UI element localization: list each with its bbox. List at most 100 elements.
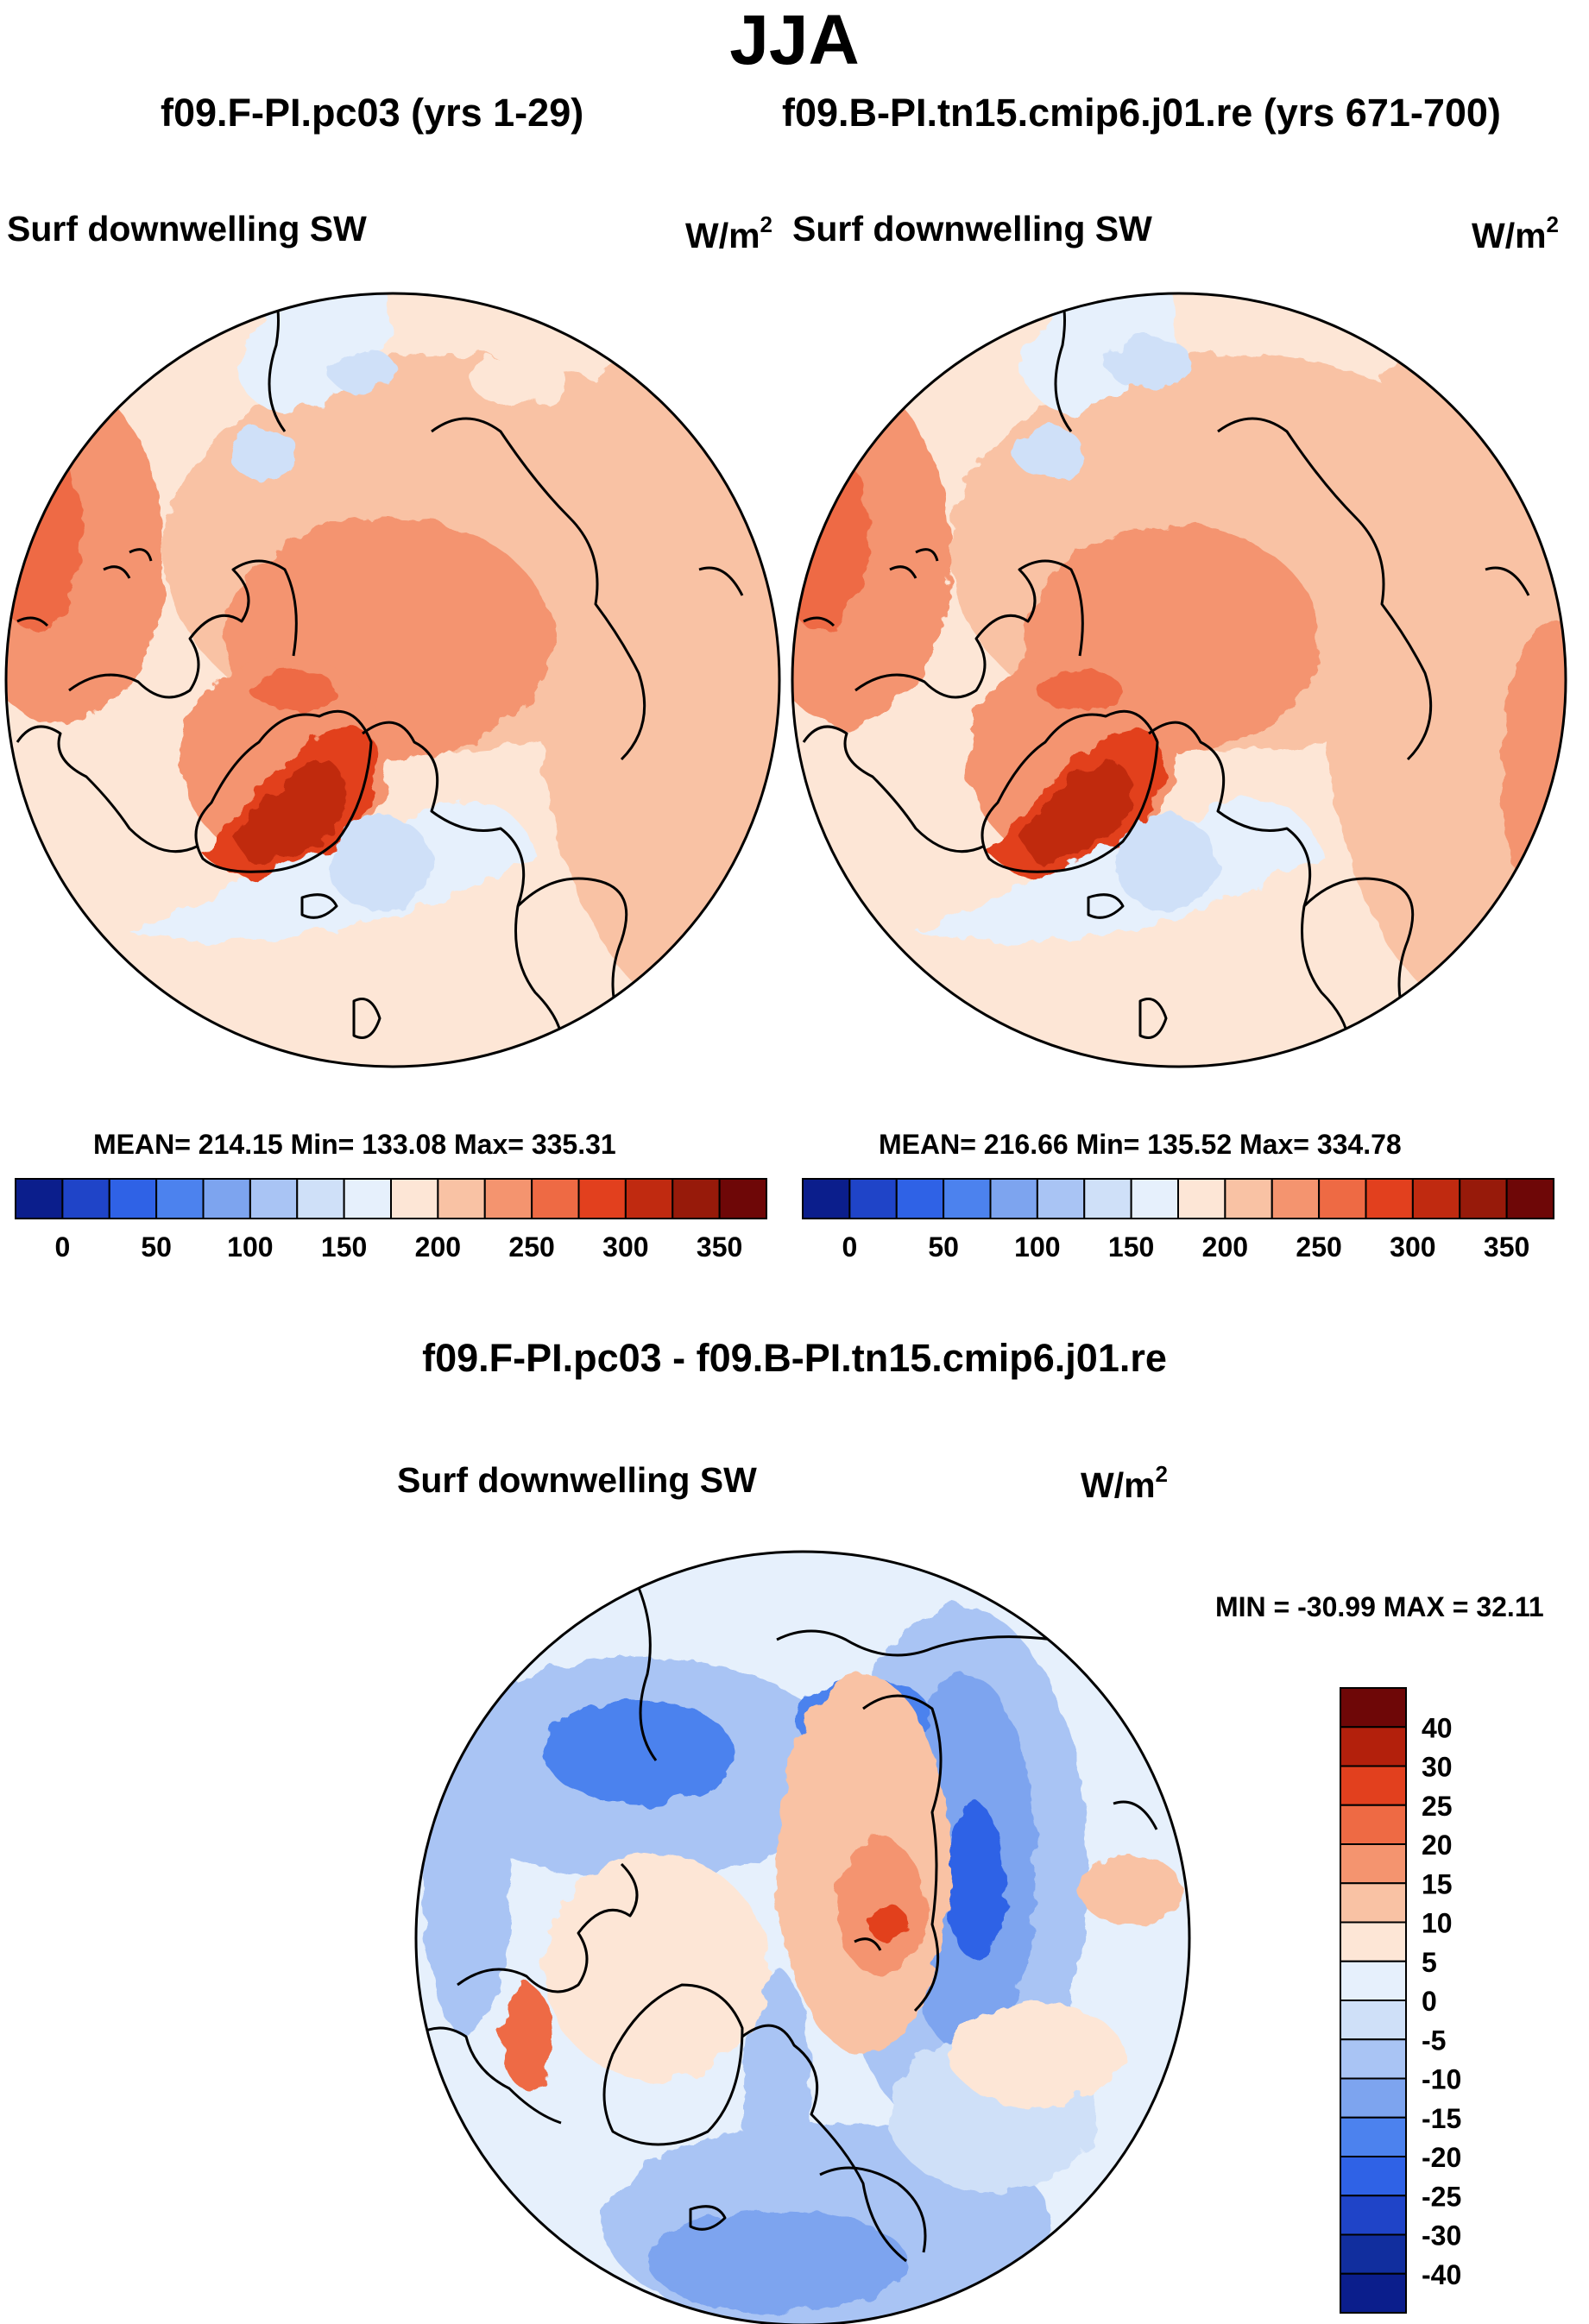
colorbar-cell — [1224, 1178, 1273, 1219]
colorbar-tick-label: 10 — [1422, 1908, 1453, 1939]
diff-variable-label: Surf downwelling SW — [397, 1460, 757, 1500]
colorbar-cell — [1340, 1687, 1407, 1729]
map-field — [949, 2002, 1122, 2106]
map-field — [1037, 671, 1123, 709]
colorbar-cell — [1340, 1843, 1407, 1885]
map-field — [1106, 337, 1192, 388]
map-field — [233, 759, 345, 863]
colorbar-tick-label: 0 — [842, 1231, 857, 1263]
colorbar-cell — [577, 1178, 627, 1219]
colorbar-tick-label: 50 — [928, 1231, 959, 1263]
difference-map-border — [414, 1550, 1191, 2324]
colorbar-cell — [989, 1178, 1038, 1219]
colorbar-cell — [1505, 1178, 1554, 1219]
colorbar-tick-label: -20 — [1422, 2142, 1461, 2173]
colorbar-cell — [343, 1178, 392, 1219]
colorbar-tick-label: 250 — [1296, 1231, 1341, 1263]
right-stats: MEAN= 216.66 Min= 135.52 Max= 334.78 — [879, 1129, 1402, 1160]
colorbar-cell — [249, 1178, 299, 1219]
map-field — [1019, 759, 1132, 863]
colorbar-tick-label: 25 — [1422, 1791, 1453, 1822]
left-variable-label: Surf downwelling SW — [7, 209, 367, 249]
map-field — [328, 816, 432, 910]
colorbar-cell — [390, 1178, 439, 1219]
colorbar-cell — [1340, 2156, 1407, 2197]
right-variable-label: Surf downwelling SW — [792, 209, 1152, 249]
colorbar-tick-label: 200 — [1202, 1231, 1248, 1263]
colorbar-cell — [1340, 1882, 1407, 1924]
right-panel-title: f09.B-PI.tn15.cmip6.j01.re (yrs 671-700) — [782, 91, 1501, 135]
difference-panel-title: f09.F-PI.pc03 - f09.B-PI.tn15.cmip6.j01.… — [422, 1336, 1167, 1380]
colorbar-cell — [1340, 2116, 1407, 2157]
colorbar-tick-label: 300 — [602, 1231, 648, 1263]
colorbar-cell — [1340, 2195, 1407, 2236]
colorbar-tick-label: 100 — [1014, 1231, 1060, 1263]
colorbar-tick-label: 30 — [1422, 1752, 1453, 1783]
map-field — [423, 1726, 509, 2037]
colorbar-cell — [1340, 1960, 1407, 2001]
map-field — [1015, 427, 1084, 479]
difference-polar-map — [414, 1550, 1191, 2324]
colorbar-cell — [1459, 1178, 1508, 1219]
colorbar-tick-label: 0 — [54, 1231, 70, 1263]
colorbar-cell — [1340, 2272, 1407, 2314]
colorbar-tick-label: 100 — [227, 1231, 273, 1263]
left-units-label: W/m2 — [685, 211, 773, 255]
colorbar-cell — [155, 1178, 205, 1219]
map-field — [868, 1907, 910, 1942]
left-panel-title: f09.F-PI.pc03 (yrs 1-29) — [161, 91, 584, 135]
colorbar-cell — [202, 1178, 251, 1219]
colorbar-cell — [1340, 1804, 1407, 1845]
colorbar-cell — [1340, 2038, 1407, 2080]
colorbar-cell — [1177, 1178, 1226, 1219]
colorbar-cell — [895, 1178, 945, 1219]
colorbar-tick-label: 350 — [1484, 1231, 1529, 1263]
map-field — [1079, 1855, 1182, 1924]
left-polar-map — [4, 292, 781, 1068]
colorbar-tick-label: 5 — [1422, 1947, 1437, 1978]
map-field — [647, 2209, 906, 2313]
colorbar-cell — [672, 1178, 721, 1219]
map-field — [837, 1838, 924, 1976]
diff-units-label: W/m2 — [1081, 1461, 1169, 1505]
colorbar-cell — [61, 1178, 110, 1219]
left-coastlines — [16, 293, 744, 1062]
colorbar-cell — [1036, 1178, 1086, 1219]
colorbar-cell — [296, 1178, 345, 1219]
map-field — [328, 350, 397, 393]
colorbar-cell — [1083, 1178, 1132, 1219]
map-field — [945, 1804, 1006, 1959]
right-polar-map — [791, 292, 1567, 1068]
colorbar-cell — [108, 1178, 158, 1219]
colorbar-cell — [718, 1178, 767, 1219]
colorbar-cell — [943, 1178, 992, 1219]
map-field — [544, 1855, 768, 2080]
colorbar-cell — [483, 1178, 533, 1219]
colorbar-cell — [1340, 2077, 1407, 2119]
colorbar-tick-label: 150 — [321, 1231, 367, 1263]
difference-colorbar: 40 30 25 20 15 10 5 0 -5 -10 -15 -20 -25 -30 -40 — [1340, 1687, 1461, 2314]
left-colorbar: 0 50 100 150 200 250 300 350 — [15, 1178, 767, 1263]
map-field — [544, 1700, 734, 1804]
colorbar-tick-label: 0 — [1422, 1986, 1437, 2017]
colorbar-cell — [1340, 1921, 1407, 1962]
colorbar-cell — [1340, 1765, 1407, 1806]
colorbar-cell — [1340, 2233, 1407, 2275]
colorbar-tick-label: 40 — [1422, 1712, 1453, 1743]
colorbar-cell — [15, 1178, 64, 1219]
colorbar-tick-label: 350 — [697, 1231, 742, 1263]
right-colorbar: 0 50 100 150 200 250 300 350 — [802, 1178, 1554, 1263]
colorbar-cell — [437, 1178, 486, 1219]
colorbar-cell — [1411, 1178, 1461, 1219]
colorbar-tick-label: 250 — [508, 1231, 554, 1263]
colorbar-tick-label: 50 — [141, 1231, 172, 1263]
colorbar-tick-label: 15 — [1422, 1868, 1453, 1899]
colorbar-cell — [1365, 1178, 1414, 1219]
colorbar-tick-label: -30 — [1422, 2220, 1461, 2252]
colorbar-cell — [802, 1178, 851, 1219]
colorbar-cell — [1340, 2000, 1407, 2041]
colorbar-cell — [1340, 1726, 1407, 1767]
colorbar-tick-label: 300 — [1390, 1231, 1435, 1263]
map-field — [229, 427, 298, 479]
